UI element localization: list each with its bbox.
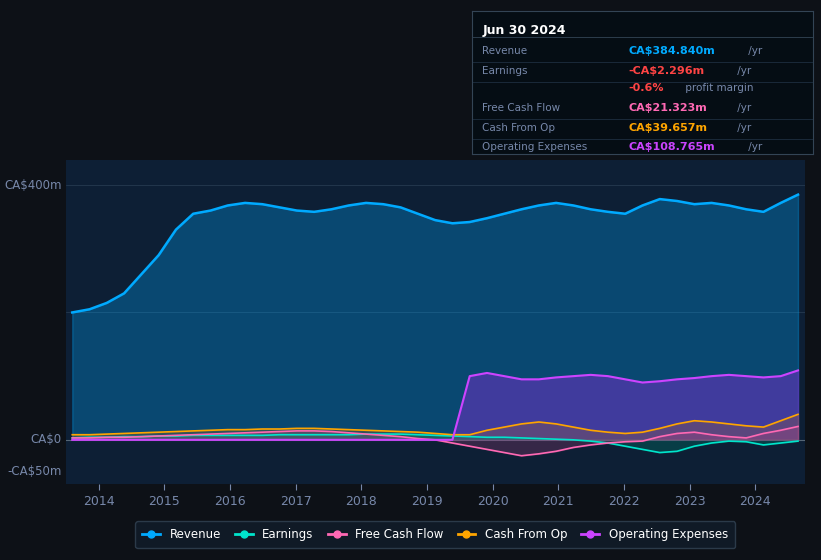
Text: /yr: /yr [735, 103, 752, 113]
Text: Revenue: Revenue [482, 46, 527, 56]
Text: CA$0: CA$0 [31, 433, 62, 446]
Text: CA$21.323m: CA$21.323m [629, 103, 708, 113]
Legend: Revenue, Earnings, Free Cash Flow, Cash From Op, Operating Expenses: Revenue, Earnings, Free Cash Flow, Cash … [135, 521, 735, 548]
Text: /yr: /yr [745, 46, 762, 56]
Text: Jun 30 2024: Jun 30 2024 [482, 24, 566, 37]
Text: Operating Expenses: Operating Expenses [482, 142, 588, 152]
Text: Cash From Op: Cash From Op [482, 123, 555, 133]
Text: CA$108.765m: CA$108.765m [629, 142, 715, 152]
Text: CA$400m: CA$400m [4, 179, 62, 192]
Text: /yr: /yr [735, 66, 752, 76]
Text: /yr: /yr [735, 123, 752, 133]
Text: /yr: /yr [745, 142, 762, 152]
Text: -CA$50m: -CA$50m [7, 465, 62, 478]
Text: -0.6%: -0.6% [629, 83, 664, 94]
Text: CA$384.840m: CA$384.840m [629, 46, 716, 56]
Text: -CA$2.296m: -CA$2.296m [629, 66, 705, 76]
Text: Free Cash Flow: Free Cash Flow [482, 103, 561, 113]
Text: Earnings: Earnings [482, 66, 528, 76]
Text: CA$39.657m: CA$39.657m [629, 123, 708, 133]
Text: profit margin: profit margin [681, 83, 753, 94]
